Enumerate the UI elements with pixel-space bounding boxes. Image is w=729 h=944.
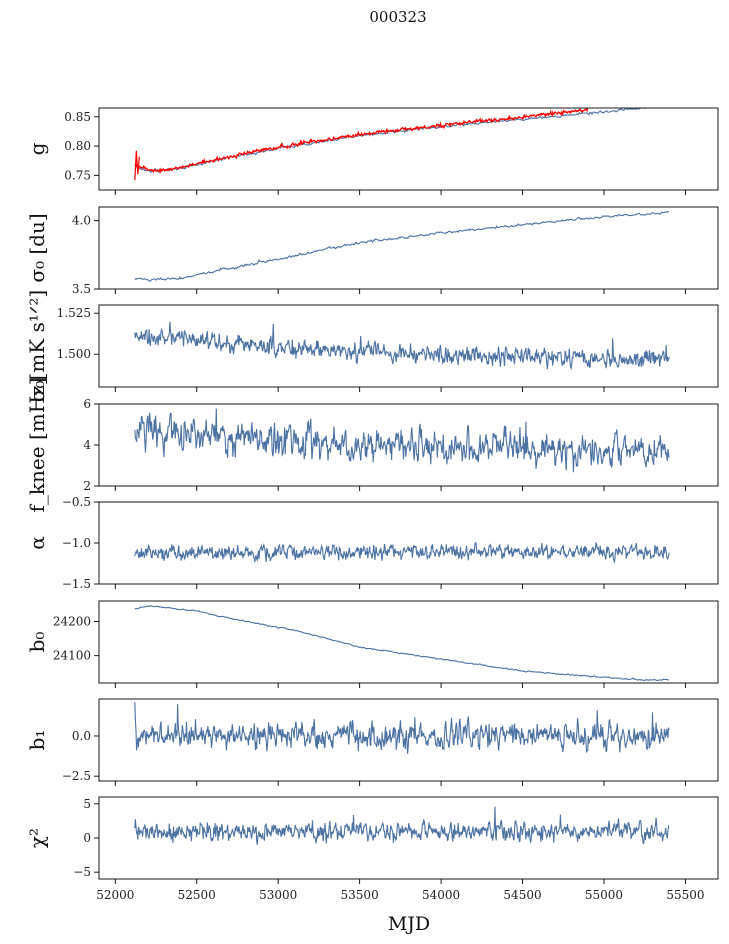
panel-b1: −2.5 0.0 b₁: [25, 698, 719, 786]
y-tick-label-chi2: 0: [83, 831, 91, 845]
y-tick-label-sigma0_du: 4.0: [72, 214, 91, 228]
panel-g: 0.75 0.80 0.85 g: [25, 107, 719, 195]
x-tick-label: 53000: [259, 888, 297, 902]
y-tick-label-chi2: −5: [73, 865, 91, 879]
y-tick-label-chi2: 5: [83, 797, 91, 811]
series-line-fknee: [134, 408, 670, 473]
y-tick-label-alpha: −1.5: [62, 577, 91, 591]
y-tick-label-b0: 24200: [53, 615, 91, 629]
axes-frame-alpha: [98, 501, 719, 585]
panel-b0: 24100 24200 b₀: [25, 600, 719, 688]
axes-frame-sigma0_du: [98, 206, 719, 290]
y-axis-label-g: g: [25, 142, 49, 155]
y-tick-label-fknee: 2: [83, 479, 91, 493]
series-line-alpha: [134, 541, 670, 564]
y-axis-label-b1: b₁: [25, 730, 49, 751]
series-line-g: [134, 108, 656, 174]
y-tick-label-sigma0_du: 3.5: [72, 282, 91, 296]
series-line-b1: [134, 702, 670, 754]
panel-chi2: −5 0 5 χ²: [25, 796, 719, 884]
x-tick-label: 55500: [666, 888, 704, 902]
y-tick-label-alpha: −1.0: [62, 536, 91, 550]
y-axis-label-alpha: α: [25, 536, 49, 550]
panel-alpha: −1.5 −1.0 −0.5 α: [25, 495, 719, 591]
overlay-spike-g: [134, 150, 140, 181]
x-tick-label: 52000: [96, 888, 134, 902]
y-tick-label-g: 0.85: [64, 110, 91, 124]
y-tick-label-b0: 24100: [53, 649, 91, 663]
y-axis-label-sigma0_mK: σ₀[mK s¹ᐟ²]: [25, 290, 49, 402]
y-tick-label-g: 0.80: [64, 139, 91, 153]
series-line-b0: [134, 605, 670, 681]
figure-suptitle: 000323: [369, 8, 426, 26]
series-line-chi2: [134, 806, 670, 845]
x-axis-label: MJD: [388, 913, 430, 935]
y-axis-label-b0: b₀: [25, 632, 49, 653]
axes-frame-sigma0_mK: [98, 304, 719, 388]
x-tick-label: 53500: [341, 888, 379, 902]
y-axis-label-fknee: f_knee [mHz]: [25, 378, 49, 513]
subplot-grid: 0.75 0.80 0.85 g 3.5 4.0 σ₀ [du] 1.500 1.525 σ₀[m…: [25, 107, 719, 884]
axes-frame-g: [98, 107, 719, 191]
panel-fknee: 2 4 6 f_knee [mHz]: [25, 378, 719, 513]
y-tick-label-b1: −2.5: [62, 769, 91, 783]
x-tick-label: 54500: [503, 888, 541, 902]
y-tick-label-b1: 0.0: [72, 729, 91, 743]
x-tick-label: 55000: [585, 888, 623, 902]
y-tick-label-g: 0.75: [64, 168, 91, 182]
overlay-line-g: [134, 108, 589, 175]
panel-sigma0_du: 3.5 4.0 σ₀ [du]: [25, 206, 719, 296]
series-line-sigma0_mK: [134, 321, 670, 371]
y-axis-label-sigma0_du: σ₀ [du]: [25, 213, 49, 282]
y-tick-label-fknee: 6: [83, 397, 91, 411]
series-line-sigma0_du: [134, 211, 670, 282]
y-tick-label-sigma0_mK: 1.500: [57, 347, 91, 361]
panel-sigma0_mK: 1.500 1.525 σ₀[mK s¹ᐟ²]: [25, 290, 719, 402]
y-tick-label-fknee: 4: [83, 438, 91, 452]
axes-frame-b0: [98, 600, 719, 684]
y-axis-label-chi2: χ²: [25, 828, 49, 848]
y-tick-label-sigma0_mK: 1.525: [57, 306, 91, 320]
x-tick-label: 54000: [422, 888, 460, 902]
y-tick-label-alpha: −0.5: [62, 495, 91, 509]
axes-frame-b1: [98, 698, 719, 782]
x-axis-tick-labels: 52000 52500 53000 53500 54000 54500 55000 55500: [96, 888, 704, 902]
x-tick-label: 52500: [178, 888, 216, 902]
